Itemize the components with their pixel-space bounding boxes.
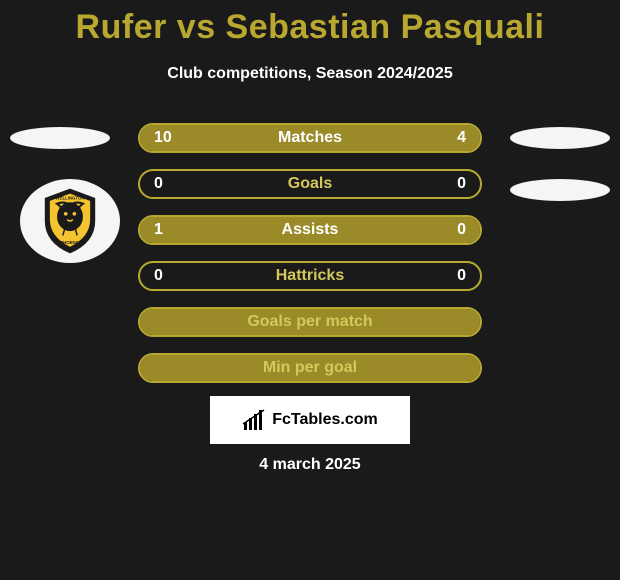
stat-row: Hattricks0 0 (138, 261, 482, 291)
comparison-subtitle: Club competitions, Season 2024/2025 (0, 65, 620, 83)
stat-row: Matches10 4 (138, 123, 482, 153)
team-badge: WELLINGTON PHOENIX (20, 179, 120, 263)
stat-label: Assists (140, 221, 480, 239)
badge-text-top: WELLINGTON (56, 195, 85, 200)
placeholder-ellipse-right-1 (510, 127, 610, 149)
stat-value-left: 0 (154, 267, 163, 285)
stat-value-left: 10 (154, 129, 172, 147)
stat-value-right: 0 (457, 221, 466, 239)
stat-value-right: 4 (457, 129, 466, 147)
stat-value-right: 0 (457, 175, 466, 193)
chart-icon (242, 408, 266, 432)
placeholder-ellipse-left (10, 127, 110, 149)
stat-row: Goals per match (138, 307, 482, 337)
stats-container: Matches104Goals00Assists10Hattricks00Goa… (138, 123, 482, 383)
stat-row: Assists1 0 (138, 215, 482, 245)
stat-label: Min per goal (140, 359, 480, 377)
wellington-phoenix-crest-icon: WELLINGTON PHOENIX (34, 185, 106, 257)
comparison-title: Rufer vs Sebastian Pasquali (0, 0, 620, 47)
badge-text-bottom: PHOENIX (60, 240, 80, 245)
stat-label: Goals per match (140, 313, 480, 331)
comparison-date: 4 march 2025 (0, 456, 620, 474)
footer-brand-text: FcTables.com (272, 411, 378, 429)
stat-value-left: 0 (154, 175, 163, 193)
footer-brand-box: FcTables.com (210, 396, 410, 444)
stat-row: Min per goal (138, 353, 482, 383)
stat-label: Goals (140, 175, 480, 193)
stat-label: Matches (140, 129, 480, 147)
stat-row: Goals0 0 (138, 169, 482, 199)
stat-value-right: 0 (457, 267, 466, 285)
placeholder-ellipse-right-2 (510, 179, 610, 201)
stat-label: Hattricks (140, 267, 480, 285)
stat-value-left: 1 (154, 221, 163, 239)
